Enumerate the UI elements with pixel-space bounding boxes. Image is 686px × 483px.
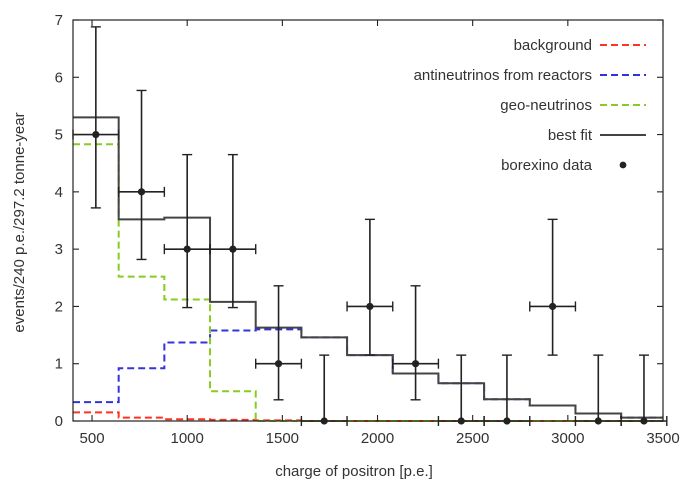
y-tick-label: 1 (55, 356, 63, 373)
data-point (392, 285, 440, 401)
data-point (529, 218, 577, 356)
legend-label: antineutrinos from reactors (414, 67, 592, 84)
data-point (209, 153, 257, 309)
legend-label: geo-neutrinos (500, 97, 592, 114)
data-point-marker (229, 245, 237, 253)
legend-label: best fit (548, 127, 593, 144)
data-point-marker (549, 302, 557, 311)
data-point-marker (274, 360, 283, 368)
data-point (117, 89, 166, 261)
legend-swatch-marker (619, 161, 627, 169)
axis-ticks: 500 1000 1500 2000 2500 3000 3500 0 1 2 3 4 5 6 7 (55, 12, 680, 447)
y-tick-label: 3 (55, 241, 63, 258)
legend-item: antineutrinos from reactors (414, 67, 646, 84)
x-tick-label: 2000 (361, 430, 394, 447)
data-point (346, 218, 394, 356)
x-tick-label: 3000 (551, 430, 584, 447)
y-tick-label: 7 (55, 12, 63, 29)
legend-item: background (514, 37, 646, 54)
legend-item: best fit (548, 127, 646, 144)
legend-item: borexino data (501, 157, 627, 174)
legend-label: borexino data (501, 157, 593, 174)
data-point-marker (183, 245, 191, 253)
x-tick-label: 3500 (646, 430, 679, 447)
y-tick-label: 5 (55, 127, 63, 144)
y-tick-label: 4 (55, 184, 63, 201)
data-point (255, 285, 303, 401)
y-tick-label: 0 (55, 413, 63, 430)
x-tick-label: 500 (80, 430, 105, 447)
y-tick-label: 2 (55, 298, 63, 315)
x-tick-label: 2500 (456, 430, 489, 447)
x-tick-label: 1000 (171, 430, 204, 447)
x-axis-label: charge of positron [p.e.] (275, 463, 433, 480)
data-point-marker (366, 302, 374, 311)
x-tick-label: 1500 (266, 430, 299, 447)
y-tick-label: 6 (55, 69, 63, 86)
legend: background antineutrinos from reactors geo… (414, 37, 646, 174)
data-point-marker (92, 130, 100, 139)
legend-label: background (514, 37, 592, 54)
y-axis-label: events/240 p.e./297.2 tonne-year (11, 112, 28, 332)
plot-frame (72, 19, 664, 422)
data-point-marker (411, 360, 420, 368)
data-point (72, 26, 120, 209)
data-point-marker (137, 188, 146, 196)
legend-item: geo-neutrinos (500, 97, 646, 114)
